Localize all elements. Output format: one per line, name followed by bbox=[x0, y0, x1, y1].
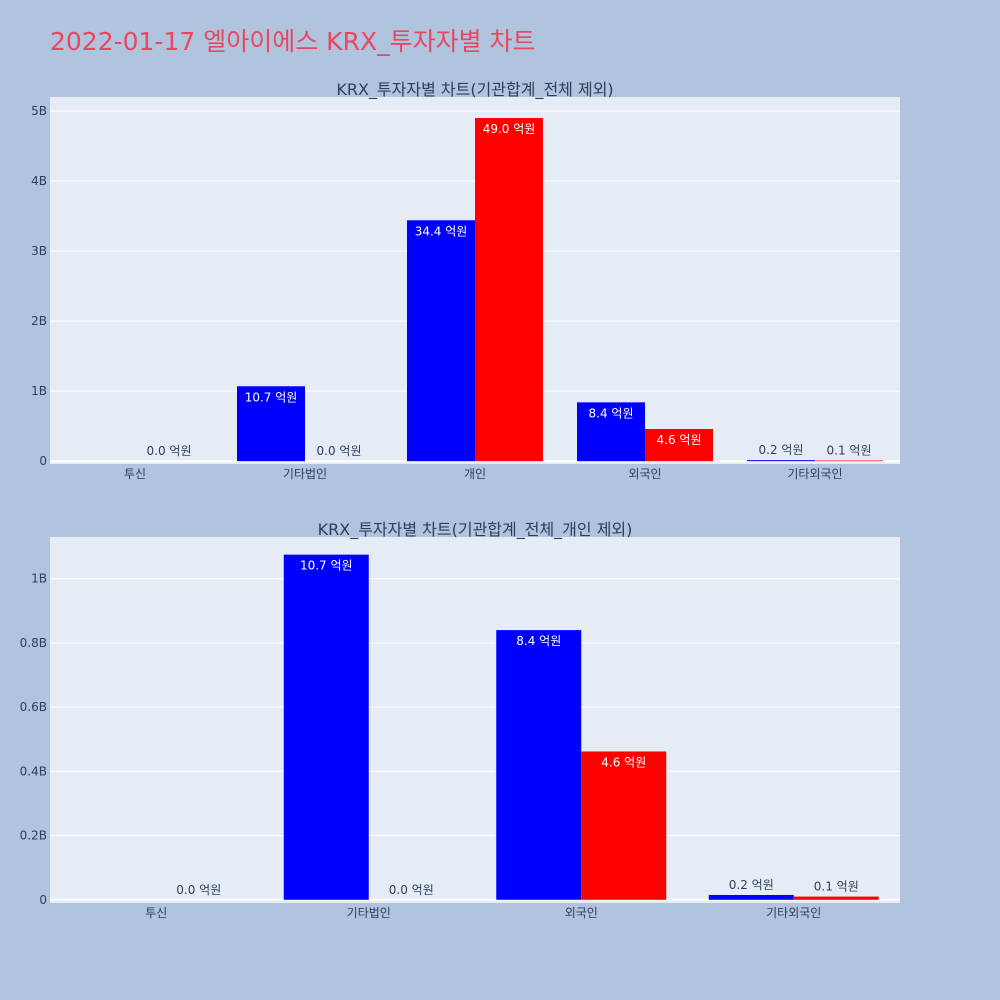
top-title: KRX_투자자별 차트(기관합계_전체 제외) bbox=[336, 80, 613, 100]
bottom-ytick-label: 0 bbox=[39, 893, 47, 907]
bottom-data-label: 0.0 억원 bbox=[389, 883, 434, 897]
bottom-data-label: 0.2 억원 bbox=[729, 878, 774, 892]
top-data-label: 8.4 억원 bbox=[589, 406, 634, 420]
top-data-label: 34.4 억원 bbox=[415, 224, 468, 238]
top-xtick-label: 투신 bbox=[124, 467, 146, 481]
bottom-xtick-label: 기타외국인 bbox=[766, 906, 821, 920]
page-title: 2022-01-17 엘아이에스 KRX_투자자별 차트 bbox=[50, 27, 536, 56]
chart-investor-top: KRX_투자자별 차트(기관합계_전체 제외)01B2B3B4B5B투신0.0 … bbox=[31, 80, 900, 481]
bottom-bar bbox=[283, 554, 369, 900]
bottom-ytick-label: 0.8B bbox=[20, 636, 47, 650]
top-ytick-label: 4B bbox=[31, 174, 47, 188]
top-bar bbox=[237, 386, 305, 462]
bottom-data-label: 0.0 억원 bbox=[176, 883, 221, 897]
bottom-ytick-label: 0.4B bbox=[20, 764, 47, 778]
top-xtick-label: 기타법인 bbox=[283, 467, 327, 481]
top-ytick-label: 2B bbox=[31, 314, 47, 328]
bottom-bar bbox=[496, 630, 582, 900]
bottom-xtick-label: 투신 bbox=[145, 906, 167, 920]
bottom-data-label: 4.6 억원 bbox=[601, 755, 646, 769]
top-data-label: 0.0 억원 bbox=[147, 444, 192, 458]
top-data-label: 0.1 억원 bbox=[827, 443, 872, 457]
top-bar bbox=[475, 118, 543, 462]
top-data-label: 4.6 억원 bbox=[657, 433, 702, 447]
bottom-xtick-label: 외국인 bbox=[565, 906, 598, 920]
top-data-label: 0.0 억원 bbox=[317, 444, 362, 458]
top-ytick-label: 5B bbox=[31, 104, 47, 118]
top-bar bbox=[407, 220, 475, 462]
top-data-label: 10.7 억원 bbox=[245, 390, 298, 404]
bottom-xtick-label: 기타법인 bbox=[347, 906, 391, 920]
top-ytick-label: 0 bbox=[39, 454, 47, 468]
top-bar bbox=[815, 460, 883, 462]
bottom-title: KRX_투자자별 차트(기관합계_전체_개인 제외) bbox=[318, 520, 633, 540]
bottom-plot-area bbox=[50, 537, 900, 903]
top-xtick-label: 기타외국인 bbox=[787, 467, 842, 481]
bottom-bar bbox=[793, 896, 879, 900]
top-bar bbox=[577, 402, 645, 462]
top-data-label: 49.0 억원 bbox=[483, 122, 536, 136]
top-ytick-label: 3B bbox=[31, 244, 47, 258]
bottom-ytick-label: 0.2B bbox=[20, 829, 47, 843]
bottom-data-label: 8.4 억원 bbox=[516, 634, 561, 648]
top-xtick-label: 개인 bbox=[464, 467, 486, 481]
bottom-bar bbox=[708, 894, 794, 900]
bottom-bar bbox=[581, 751, 667, 900]
bottom-ytick-label: 1B bbox=[31, 572, 47, 586]
top-bar bbox=[645, 428, 713, 462]
top-bar bbox=[747, 460, 815, 462]
bottom-data-label: 10.7 억원 bbox=[300, 559, 353, 573]
top-data-label: 0.2 억원 bbox=[759, 443, 804, 457]
bottom-ytick-label: 0.6B bbox=[20, 700, 47, 714]
top-xtick-label: 외국인 bbox=[628, 467, 661, 481]
top-ytick-label: 1B bbox=[31, 384, 47, 398]
bottom-data-label: 0.1 억원 bbox=[814, 880, 859, 894]
